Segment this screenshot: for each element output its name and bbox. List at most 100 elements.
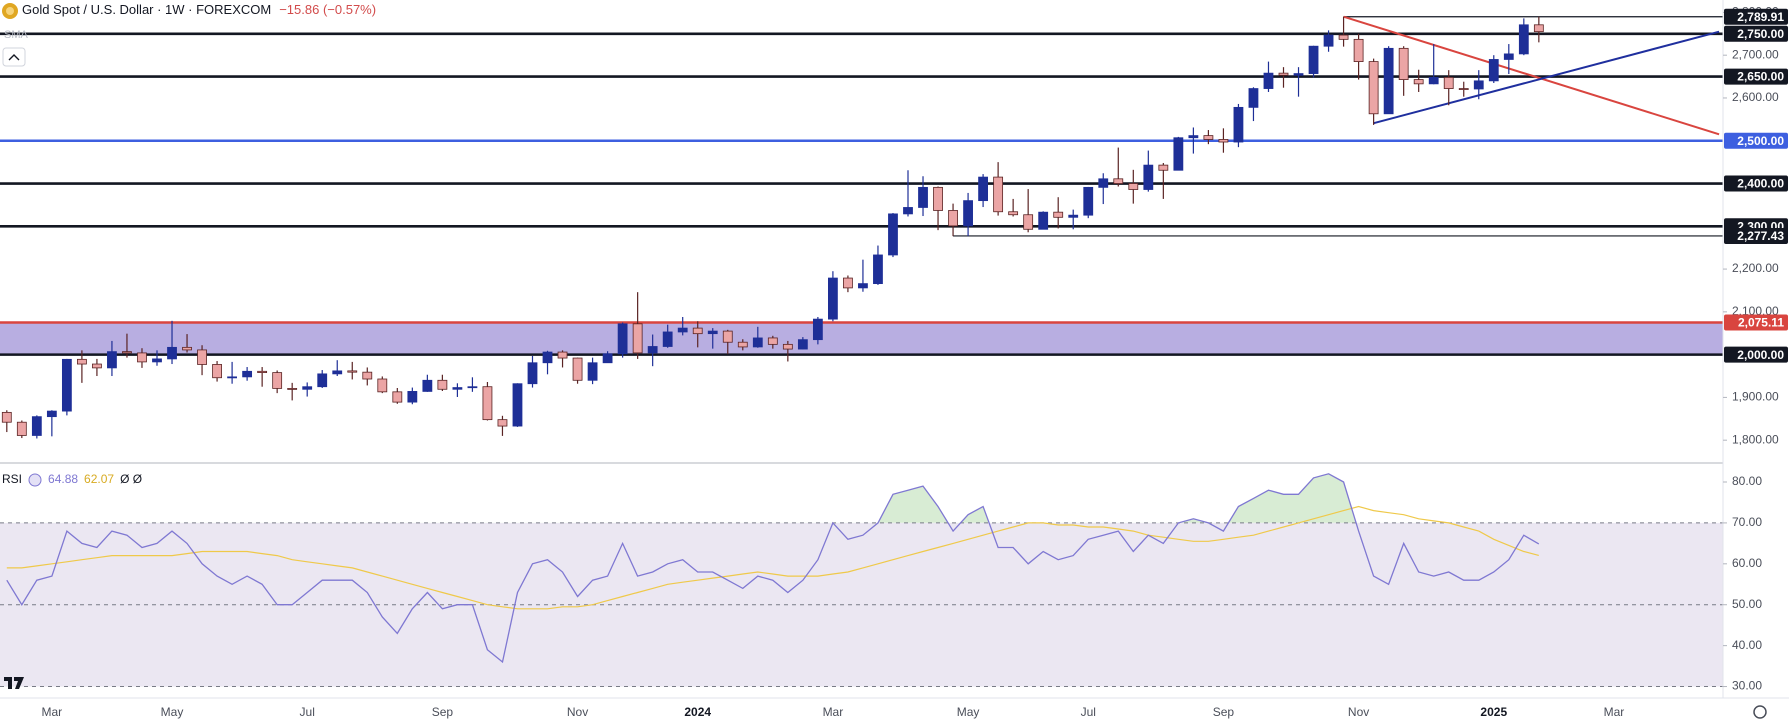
candle-body	[1458, 88, 1469, 90]
candle-body	[1503, 53, 1514, 60]
settings-gear[interactable]	[1753, 705, 1767, 719]
collapse-button[interactable]	[2, 47, 26, 67]
candle-body	[1308, 45, 1319, 74]
rsi-settings-icon[interactable]	[28, 473, 42, 487]
level-label: 2,277.43	[1737, 229, 1784, 243]
candle-body	[437, 379, 448, 390]
header-text: Gold Spot / U.S. Dollar · 1W · FOREXCOM −…	[22, 2, 376, 17]
rsi-ma-line	[6, 505, 1539, 610]
level-badge	[1724, 227, 1788, 244]
level-badge	[1724, 175, 1788, 192]
candle-body	[1323, 34, 1334, 47]
rsi-y-tick-label: 40.00	[1732, 638, 1762, 652]
rsi-panel	[0, 473, 1723, 688]
candle-body	[407, 391, 418, 403]
candle-body	[1368, 61, 1379, 115]
candle-body	[918, 186, 928, 208]
x-tick-label: 2024	[684, 705, 711, 719]
level-label: 2,650.00	[1737, 70, 1784, 84]
candle-body	[1248, 88, 1259, 108]
candle-body	[1218, 139, 1229, 143]
candle-body	[182, 346, 192, 351]
candle-body	[197, 349, 207, 365]
level-label: 2,750.00	[1737, 27, 1784, 41]
candle-body	[1398, 47, 1409, 80]
rsi-y-tick-label: 80.00	[1732, 474, 1762, 488]
candle-body	[452, 387, 463, 390]
rsi-y-tick-label: 30.00	[1732, 679, 1762, 693]
candle-body	[797, 339, 808, 350]
candle-body	[1413, 79, 1424, 85]
candle-body	[392, 391, 403, 403]
level-badge	[1724, 314, 1788, 331]
trendline	[1373, 30, 1720, 125]
candle-body	[1068, 214, 1079, 218]
candle-body	[61, 358, 72, 412]
candle-body	[482, 386, 493, 421]
candle-body	[873, 254, 883, 285]
rsi-y-tick-label: 50.00	[1732, 597, 1762, 611]
candle-body	[512, 383, 523, 427]
rsi-y-tick-label: 60.00	[1732, 556, 1762, 570]
x-tick-label: 2025	[1480, 705, 1507, 719]
candle-body	[707, 330, 718, 335]
candle-body	[287, 388, 298, 390]
candle-body	[1188, 135, 1199, 139]
candle-body	[1443, 77, 1454, 89]
candle-body	[542, 351, 553, 364]
indicator-label[interactable]: SMA	[4, 29, 29, 41]
level-badge	[1724, 68, 1788, 85]
candle-body	[1473, 80, 1484, 90]
candle-body	[647, 346, 658, 354]
x-tick-label: Jul	[1081, 705, 1096, 719]
candle-body	[1143, 164, 1154, 190]
candle-body	[152, 358, 162, 363]
candle-body	[617, 323, 628, 355]
candle-body	[1533, 24, 1544, 33]
candle-body	[1038, 211, 1049, 230]
candle-body	[993, 176, 1004, 213]
level-badge	[1724, 132, 1788, 149]
candle-body	[632, 323, 643, 354]
level-label: 2,500.00	[1737, 134, 1784, 148]
candle-body	[107, 351, 117, 369]
rsi-name: RSI	[2, 472, 22, 486]
rsi-ma-value: 62.07	[84, 472, 114, 486]
candle-body	[31, 416, 42, 436]
candle-body	[933, 186, 943, 211]
x-tick-label: May	[957, 705, 980, 719]
candle-body	[828, 277, 838, 320]
candle-body	[122, 351, 132, 354]
candle-body	[557, 351, 568, 359]
x-tick-label: Mar	[823, 705, 844, 719]
candle-body	[1173, 137, 1184, 171]
candle-body	[377, 378, 388, 393]
price-change: −15.86 (−0.57%)	[279, 2, 376, 17]
candle-body	[212, 364, 222, 379]
rsi-y-tick-label: 70.00	[1732, 515, 1762, 529]
candle-body	[843, 277, 853, 289]
candle-body	[812, 318, 823, 341]
candle-body	[227, 376, 238, 379]
candle-body	[662, 331, 673, 347]
x-tick-label: Mar	[42, 705, 63, 719]
candle-body	[978, 176, 988, 202]
candle-body	[858, 283, 868, 289]
level-badge	[1724, 346, 1788, 363]
candle-body	[752, 337, 763, 348]
candle-body	[903, 207, 913, 215]
candle-body	[1428, 77, 1439, 85]
candle-body	[1233, 106, 1244, 143]
x-tick-label: Mar	[1604, 705, 1625, 719]
candle-body	[1083, 186, 1094, 216]
candle-body	[1053, 211, 1064, 218]
support-zone	[0, 322, 1723, 355]
candle-body	[888, 213, 898, 256]
candle-body	[1383, 47, 1394, 115]
candle-body	[1488, 59, 1499, 82]
candle-body	[1338, 34, 1349, 40]
candle-body	[347, 370, 358, 373]
candle-body	[422, 379, 433, 392]
